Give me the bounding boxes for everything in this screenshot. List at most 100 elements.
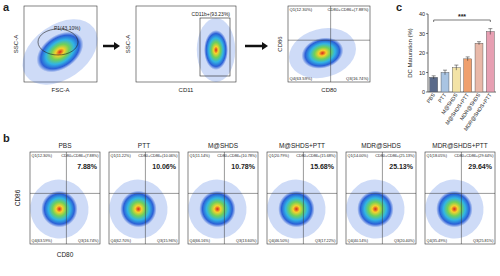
- error-bar: [454, 65, 458, 70]
- density: [204, 30, 228, 70]
- error-bar: [432, 76, 436, 79]
- quadrant-label: Q1(11.14%): [190, 154, 211, 158]
- density-group: [182, 173, 253, 245]
- quadrant-label: CD80+CD86+(7.88%): [61, 154, 99, 158]
- quadrant-label: Q4(63.59%): [290, 76, 313, 81]
- bar: [430, 77, 438, 92]
- quadrant-label: Q1(12.30%): [32, 154, 53, 158]
- gate-label: P1(43.10%): [54, 25, 81, 31]
- arrow: [103, 45, 115, 48]
- tick: [426, 14, 428, 15]
- axis-title: SSC-A: [13, 35, 19, 53]
- density-haze: [261, 173, 332, 245]
- quadrant-label: Q4(66.16%): [190, 239, 211, 243]
- group-label: PBS: [58, 142, 72, 149]
- quadrant-label: Q3(20.40%): [394, 239, 415, 243]
- quadrant-line: [346, 193, 416, 194]
- group-label: MDR@SHDS: [361, 142, 401, 149]
- tick-label: 0: [422, 89, 425, 95]
- quadrant-label: Q3(16.74%): [346, 76, 369, 81]
- quadrant-line: [188, 193, 258, 194]
- quadrant-line: [382, 152, 383, 244]
- axis-title: CD80: [321, 87, 337, 93]
- quadrant-line: [267, 193, 337, 194]
- category-label: MDR@SHDS+PTT: [462, 91, 493, 131]
- density-group: [103, 173, 174, 245]
- density-haze: [419, 173, 490, 245]
- quadrant-label: Q1(20.79%): [269, 154, 290, 158]
- gate: [200, 18, 230, 76]
- density-group: [261, 173, 332, 245]
- density: [298, 33, 347, 73]
- group-label: PTT: [138, 142, 150, 149]
- quadrant-label: CD80+CD86+(10.06%): [138, 154, 178, 158]
- group-label: M@SHDS: [208, 142, 239, 149]
- tick-label: 30: [419, 31, 425, 37]
- tick: [426, 33, 428, 34]
- highlight: 29.64%: [468, 163, 493, 170]
- quadrant-label: Q4(62.70%): [111, 239, 132, 243]
- highlight: 10.78%: [231, 163, 256, 170]
- quadrant-line: [66, 152, 67, 244]
- quadrant-label: Q1(12.30%): [290, 7, 313, 12]
- group-label: MDR@SHDS+PTT: [432, 142, 488, 149]
- panel-label: b: [3, 132, 10, 144]
- tick-label: 20: [419, 50, 425, 56]
- arrow: [245, 45, 263, 48]
- tick: [426, 72, 428, 73]
- density-group: [10, 6, 109, 98]
- density-group: [197, 18, 235, 82]
- bar: [441, 73, 449, 93]
- error-bar: [488, 29, 492, 35]
- axis-title: CD11: [179, 87, 195, 93]
- axis-title: SSC-A: [125, 35, 131, 53]
- quadrant-label: Q3(25.81%): [473, 239, 494, 243]
- bar: [475, 43, 483, 92]
- error-bar: [443, 70, 447, 75]
- quadrant-line: [145, 152, 146, 244]
- group-label: M@SHDS+PTT: [279, 142, 325, 149]
- tick-label: 10: [419, 70, 425, 76]
- category-label: PBS: [425, 92, 436, 104]
- tick: [426, 53, 428, 54]
- bar: [452, 68, 460, 92]
- quadrant-line: [30, 193, 100, 194]
- highlight: 15.68%: [310, 163, 335, 170]
- density-haze: [340, 173, 411, 245]
- error-bar: [477, 42, 481, 45]
- density: [29, 23, 91, 81]
- quadrant-label: Q3(13.60%): [236, 239, 257, 243]
- quadrant-label: Q1(18.05%): [427, 154, 448, 158]
- quadrant-line: [303, 152, 304, 244]
- density-haze: [182, 173, 253, 245]
- quadrant-line: [461, 152, 462, 244]
- quadrant-line: [288, 40, 370, 41]
- axis-title: CD86: [14, 189, 21, 206]
- quadrant-label: CD80+CD86+(25.13%): [375, 154, 415, 158]
- axis-title: CD80: [57, 251, 74, 258]
- bars: [430, 29, 495, 92]
- bar: [486, 32, 494, 92]
- highlight: 25.13%: [389, 163, 414, 170]
- tick: [426, 92, 428, 93]
- density-haze: [10, 6, 109, 98]
- quadrant-label: Q4(35.49%): [427, 239, 448, 243]
- density-group: [340, 173, 411, 245]
- highlight: 7.88%: [77, 163, 98, 170]
- gate: [38, 29, 78, 55]
- quadrant-line: [330, 6, 331, 82]
- density-haze: [103, 173, 174, 245]
- quadrant-label: CD80+CD86+(10.78%): [217, 154, 257, 158]
- quadrant-label: Q4(63.59%): [32, 239, 53, 243]
- figure: abcP1(43.10%)FSC-ASSC-ACD11b+(93.23%)CD1…: [0, 0, 500, 276]
- bar: [464, 59, 472, 92]
- quadrant-label: CD80+CD86+(7.88%): [328, 7, 370, 12]
- axis-title: DC Maturation (%): [407, 28, 413, 78]
- quadrant-label: CD80+CD86+(29.64%): [454, 154, 494, 158]
- quadrant-line: [224, 152, 225, 244]
- gate-label: CD11b+(93.23%): [192, 11, 231, 17]
- density-haze: [24, 173, 95, 245]
- error-bar: [466, 57, 470, 61]
- quadrant-label: Q1(11.22%): [111, 154, 132, 158]
- density-group: [419, 173, 490, 245]
